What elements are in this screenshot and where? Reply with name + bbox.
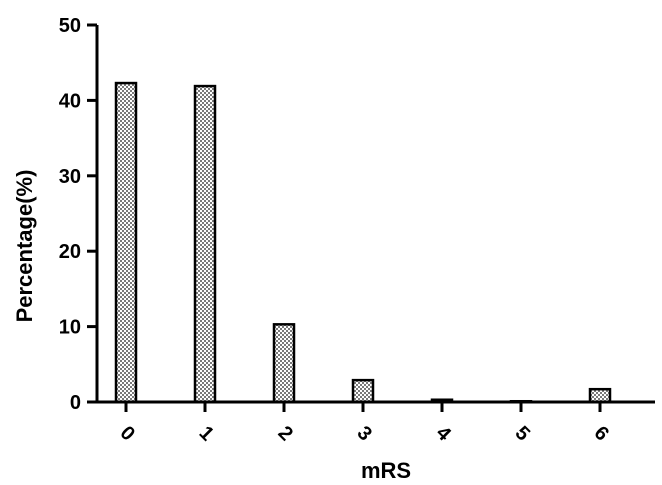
bars-group [114, 81, 612, 404]
y-tick-label: 30 [59, 166, 81, 188]
x-ticks-group: 0 1 2 3 4 5 6 [116, 402, 613, 446]
x-tick-label: 2 [274, 422, 297, 445]
y-tick-label: 10 [59, 317, 81, 339]
y-tick-label: 40 [59, 90, 81, 112]
axes-group [95, 25, 655, 404]
bar-2 [272, 323, 296, 404]
x-axis-label: mRS [361, 458, 411, 483]
x-tick-label: 0 [116, 422, 139, 445]
x-tick-label: 1 [195, 422, 218, 445]
y-tick-label: 0 [70, 392, 81, 414]
x-tick-label: 4 [432, 422, 456, 446]
bar-6 [588, 387, 612, 404]
x-tick-label: 3 [353, 422, 376, 445]
bar-0 [114, 81, 138, 404]
y-axis-label: Percentage(%) [12, 170, 37, 323]
y-tick-label: 50 [59, 15, 81, 37]
y-tick-label: 20 [59, 241, 81, 263]
y-ticks-group: 0 10 20 30 40 50 [59, 15, 97, 414]
bar-1 [193, 84, 217, 404]
x-tick-label: 6 [590, 422, 613, 445]
x-tick-label: 5 [511, 422, 534, 445]
bar-3 [351, 378, 375, 404]
